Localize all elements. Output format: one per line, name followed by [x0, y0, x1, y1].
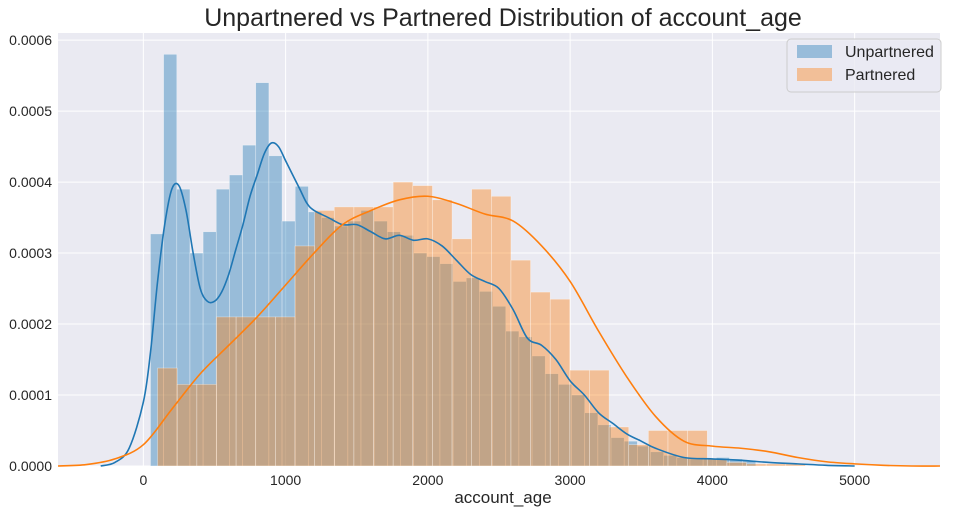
legend-swatch — [797, 68, 832, 81]
histogram-bar — [687, 430, 708, 467]
legend-frame — [786, 38, 942, 93]
x-tick-label: 2000 — [412, 472, 443, 488]
x-tick-label: 3000 — [555, 472, 586, 488]
y-tick-label: 0.0002 — [9, 316, 52, 332]
kde-curves — [57, 141, 941, 467]
histogram-bar — [471, 188, 492, 467]
histogram-bar — [255, 316, 276, 467]
histogram-bar — [275, 316, 296, 467]
histogram-bar — [432, 199, 453, 467]
histogram-bar — [333, 206, 355, 467]
histogram-bar — [589, 369, 610, 467]
legend-label: Unpartnered — [845, 44, 934, 61]
histogram-bar — [294, 245, 315, 467]
y-tick-label: 0.0000 — [9, 458, 52, 474]
histogram-bar — [726, 462, 747, 467]
histogram-bar — [765, 463, 787, 467]
histogram-bar — [392, 181, 414, 467]
legend-swatch — [797, 45, 832, 58]
histogram-bar — [510, 259, 531, 467]
axis-ticks: 0 1000 2000 3000 4000 5000 0.0000 0.0001 0.0002 0… — [9, 32, 870, 488]
y-tick-label: 0.0004 — [9, 174, 52, 190]
histogram-bar — [157, 367, 178, 467]
histogram-unpartnered — [150, 53, 757, 467]
y-tick-label: 0.0006 — [9, 32, 52, 48]
histogram-bar — [176, 384, 198, 467]
histogram-bar — [491, 195, 512, 467]
chart-title: Unpartnered vs Partnered Distribution of… — [204, 4, 802, 32]
histogram-bar — [412, 185, 433, 467]
histogram-bar — [628, 444, 649, 467]
histogram-partnered — [157, 181, 806, 467]
legend: Unpartnered Partnered — [786, 38, 942, 93]
kde-curve — [57, 195, 941, 467]
legend-label: Partnered — [845, 67, 915, 84]
x-axis-label: account_age — [454, 488, 551, 507]
histogram-bar — [648, 430, 669, 467]
y-tick-label: 0.0001 — [9, 387, 52, 403]
histogram-bar — [216, 316, 237, 467]
x-tick-label: 5000 — [839, 472, 870, 488]
histogram-bar — [353, 206, 374, 467]
x-tick-label: 4000 — [697, 472, 728, 488]
histogram-bar — [196, 384, 217, 467]
histogram-bar — [549, 298, 571, 467]
histogram-bar — [746, 463, 767, 467]
histogram-bar — [235, 316, 257, 467]
y-tick-label: 0.0005 — [9, 103, 52, 119]
y-tick-label: 0.0003 — [9, 245, 52, 261]
histogram-bar — [667, 430, 688, 467]
plot-background — [58, 33, 940, 466]
histogram-bar — [373, 206, 394, 467]
x-tick-label: 1000 — [270, 472, 301, 488]
x-tick-label: 0 — [139, 472, 147, 488]
histogram-bar — [530, 291, 551, 467]
